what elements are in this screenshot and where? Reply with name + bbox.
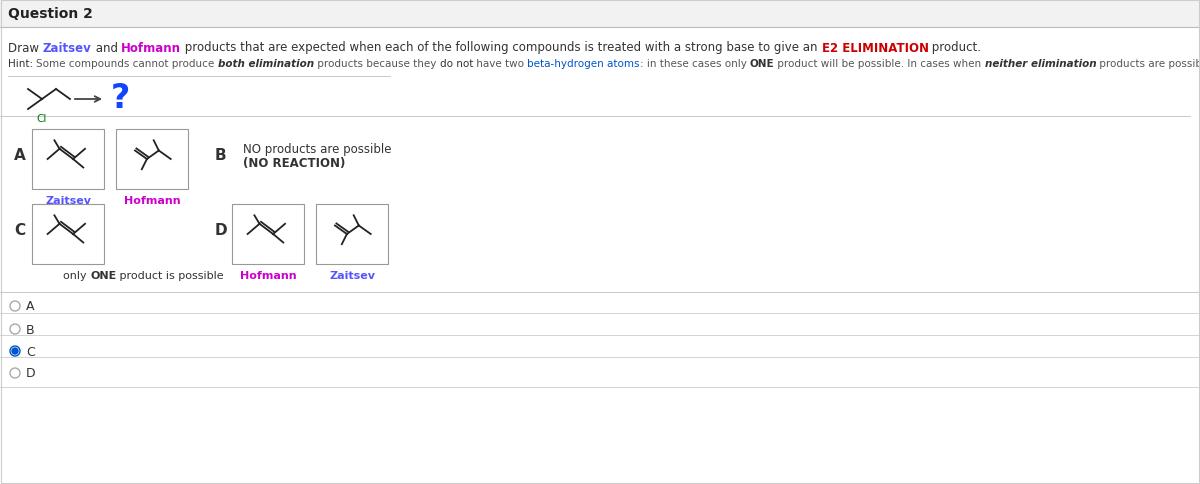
Text: ?: ?	[110, 81, 130, 114]
Text: Zaitsev: Zaitsev	[46, 196, 91, 206]
Text: product.: product.	[929, 42, 982, 54]
Text: : in these cases only: : in these cases only	[640, 59, 750, 69]
Text: products that are expected when each of the following compounds is treated with : products that are expected when each of …	[181, 42, 822, 54]
Text: beta-hydrogen atoms: beta-hydrogen atoms	[527, 59, 640, 69]
Text: Hofmann: Hofmann	[121, 42, 181, 54]
Text: A: A	[14, 147, 25, 162]
Text: A: A	[26, 300, 35, 313]
Text: Draw: Draw	[8, 42, 43, 54]
Bar	[116, 130, 188, 190]
Bar	[232, 205, 304, 264]
Text: product is possible: product is possible	[116, 271, 224, 280]
Bar	[32, 130, 104, 190]
Text: products are possible, there will be: products are possible, there will be	[1097, 59, 1200, 69]
Text: (NO REACTION): (NO REACTION)	[242, 156, 346, 169]
Text: C: C	[26, 345, 35, 358]
Circle shape	[12, 348, 18, 354]
Text: B: B	[215, 147, 227, 162]
Bar	[316, 205, 388, 264]
Text: Hint:: Hint:	[8, 59, 36, 69]
Text: Some compounds cannot produce: Some compounds cannot produce	[36, 59, 218, 69]
Text: C: C	[14, 223, 25, 238]
Text: Zaitsev: Zaitsev	[43, 42, 91, 54]
Text: do not: do not	[439, 59, 473, 69]
Text: NO products are possible: NO products are possible	[242, 143, 391, 156]
Text: Question 2: Question 2	[8, 7, 92, 21]
Text: both elimination: both elimination	[218, 59, 314, 69]
Text: D: D	[215, 223, 228, 238]
Text: Cl: Cl	[37, 114, 47, 124]
Text: Hofmann: Hofmann	[124, 196, 180, 206]
Bar	[32, 205, 104, 264]
Text: product will be possible. In cases when: product will be possible. In cases when	[774, 59, 985, 69]
Text: ONE: ONE	[90, 271, 116, 280]
Text: E2 ELIMINATION: E2 ELIMINATION	[822, 42, 929, 54]
Text: neither elimination: neither elimination	[985, 59, 1097, 69]
Text: B: B	[26, 323, 35, 336]
Text: Zaitsev: Zaitsev	[329, 271, 374, 280]
Text: Hofmann: Hofmann	[240, 271, 296, 280]
Text: ONE: ONE	[750, 59, 774, 69]
Text: products because they: products because they	[314, 59, 439, 69]
Text: D: D	[26, 367, 36, 380]
Text: only: only	[64, 271, 90, 280]
Bar	[0, 0, 1200, 28]
Text: have two: have two	[473, 59, 527, 69]
Text: and: and	[91, 42, 121, 54]
